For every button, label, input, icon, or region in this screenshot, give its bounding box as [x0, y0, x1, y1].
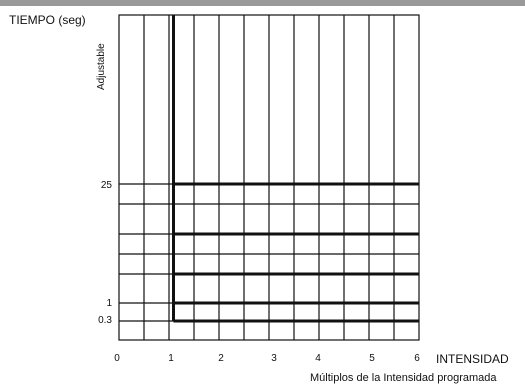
y-tick-1: 1 [106, 298, 112, 309]
x-tick-1: 1 [168, 353, 174, 364]
header-bar [0, 0, 525, 6]
x-tick-0: 0 [114, 353, 120, 364]
y-tick-25: 25 [100, 180, 112, 191]
x-tick-6: 6 [414, 353, 420, 364]
x-tick-4: 4 [315, 353, 321, 364]
x-tick-5: 5 [369, 353, 375, 364]
x-tick-3: 3 [271, 353, 277, 364]
y-tick-0.3: 0.3 [98, 315, 112, 326]
x-axis-subtitle: Múltiplos de la Intensidad programada [310, 372, 497, 384]
y-axis-title: TIEMPO (seg) [9, 13, 86, 27]
x-axis-title: INTENSIDAD [436, 352, 509, 366]
x-tick-2: 2 [218, 353, 224, 364]
